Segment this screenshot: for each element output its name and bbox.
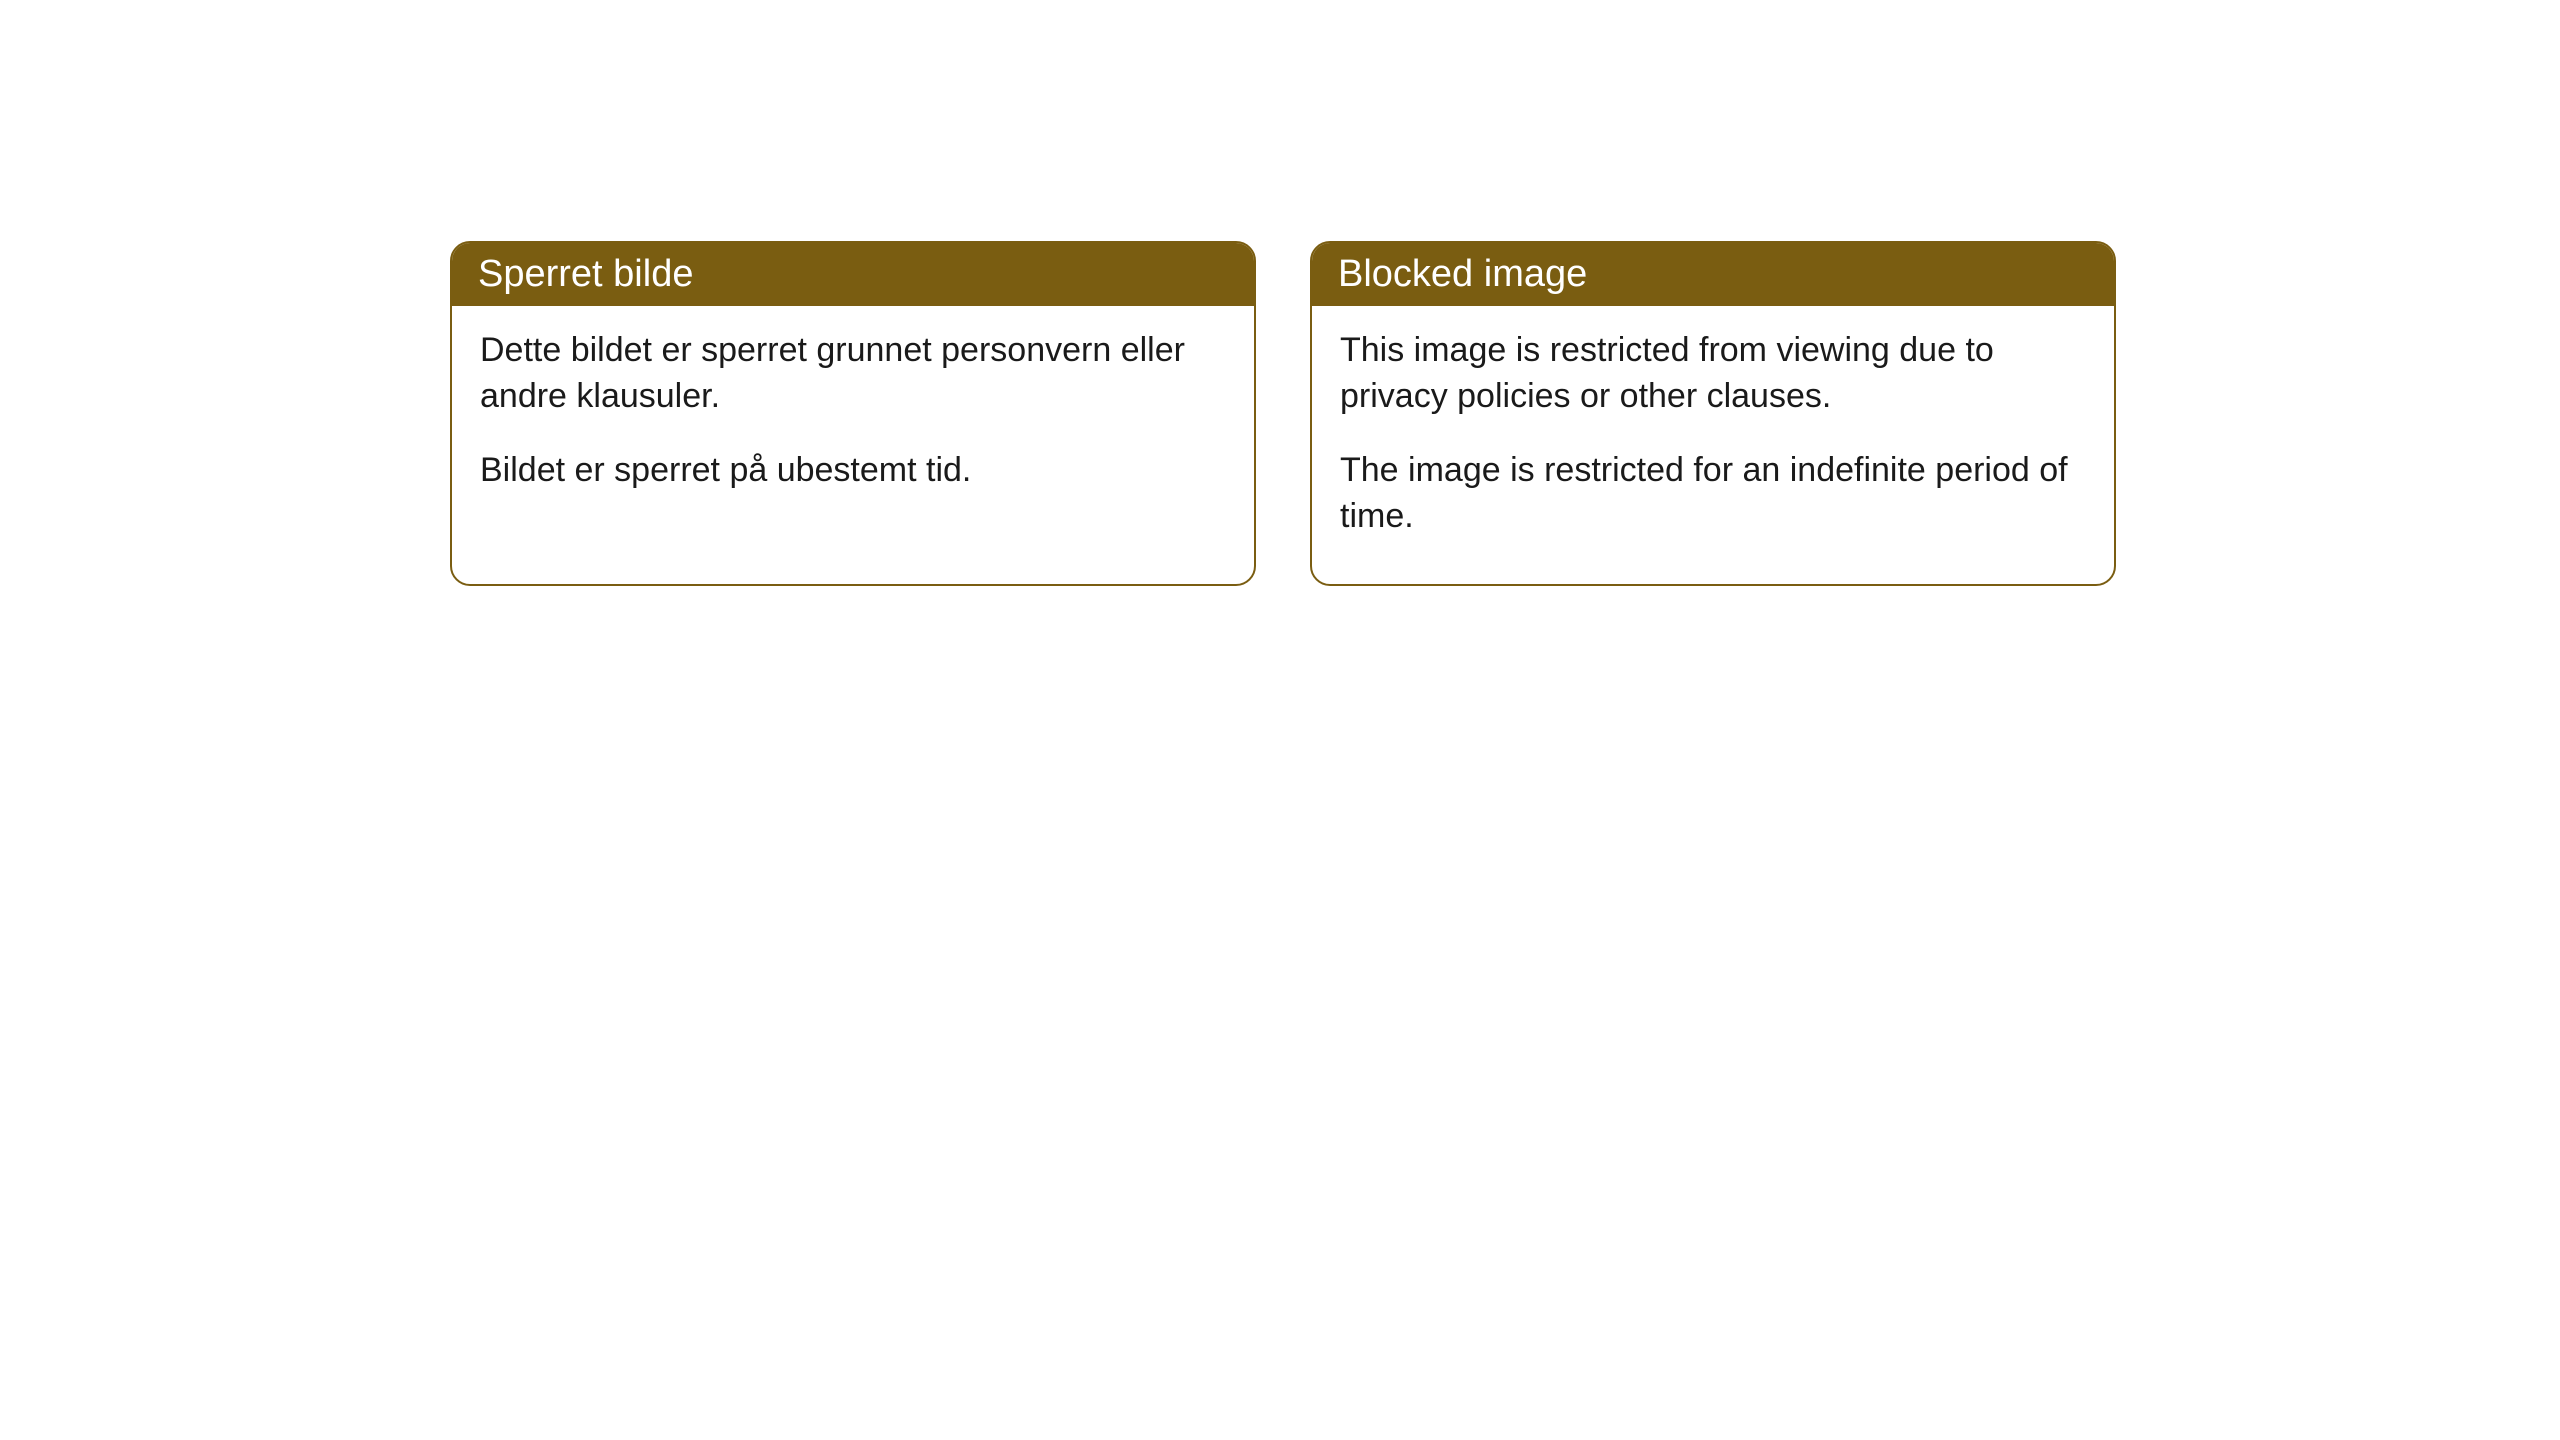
card-english: Blocked image This image is restricted f… xyxy=(1310,241,2116,586)
card-header-english: Blocked image xyxy=(1312,243,2114,306)
card-para2: Bildet er sperret på ubestemt tid. xyxy=(480,448,1226,494)
card-body-english: This image is restricted from viewing du… xyxy=(1312,306,2114,584)
card-para1: Dette bildet er sperret grunnet personve… xyxy=(480,328,1226,420)
card-para2: The image is restricted for an indefinit… xyxy=(1340,448,2086,540)
cards-container: Sperret bilde Dette bildet er sperret gr… xyxy=(450,241,2116,586)
card-title: Sperret bilde xyxy=(478,253,693,295)
card-norwegian: Sperret bilde Dette bildet er sperret gr… xyxy=(450,241,1256,586)
card-body-norwegian: Dette bildet er sperret grunnet personve… xyxy=(452,306,1254,538)
card-header-norwegian: Sperret bilde xyxy=(452,243,1254,306)
card-para1: This image is restricted from viewing du… xyxy=(1340,328,2086,420)
card-title: Blocked image xyxy=(1338,253,1587,295)
